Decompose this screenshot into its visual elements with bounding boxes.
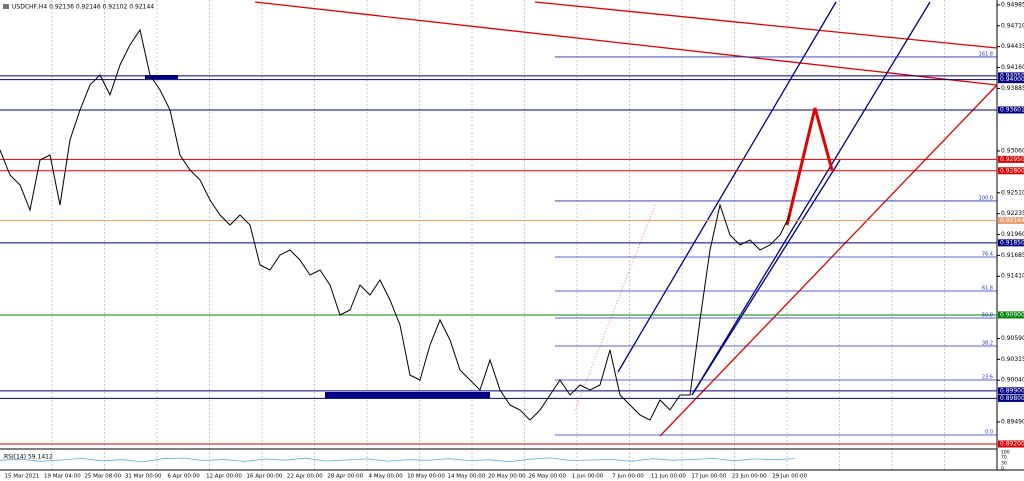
y-tick-label: 0.91410 <box>1001 273 1024 280</box>
channel-line <box>691 1 931 396</box>
x-tick-label: 28 Apr 00:00 <box>327 474 363 480</box>
y-tick-label: 0.90590 <box>1001 335 1024 342</box>
rsi-label: RSI(14) 59.1412 <box>4 454 53 461</box>
x-tick-label: 1 Jun 00:00 <box>572 474 604 480</box>
level-label: 0.92144 <box>1000 217 1024 224</box>
rsi-tick-label: 70 <box>1001 454 1007 460</box>
level-box <box>998 387 1024 395</box>
level-label: 0.90900 <box>1000 311 1024 318</box>
level-label: 0.89900 <box>1000 387 1024 394</box>
fib-label: 23.6 <box>982 374 993 380</box>
x-tick-label: 7 Jun 00:00 <box>612 474 644 480</box>
x-tick-label: 6 Apr 00:00 <box>167 474 200 480</box>
x-tick-label: 29 Jun 00:00 <box>772 474 807 480</box>
level-box <box>998 76 1024 84</box>
x-tick-label: 14 May 00:00 <box>448 474 486 480</box>
y-tick-label: 0.91960 <box>1001 231 1024 238</box>
rsi-tick-label: 100 <box>1001 450 1010 456</box>
x-tick-label: 10 May 00:00 <box>407 474 445 480</box>
x-tick-label: 31 Mar 00:00 <box>125 474 162 480</box>
level-box <box>998 311 1024 319</box>
chart-header: USDCHF,H4 0.92136 0.92146 0.92102 0.9214… <box>12 4 154 11</box>
level-box <box>998 167 1024 175</box>
fib-label: 100.0 <box>979 195 993 201</box>
y-tick-label: 0.90315 <box>1001 356 1024 363</box>
level-box <box>998 72 1024 80</box>
y-tick-label: 0.93885 <box>1001 85 1024 92</box>
level-label: 0.94050 <box>1000 72 1024 79</box>
level-box <box>998 394 1024 402</box>
fib-label: 161.8 <box>979 51 993 57</box>
y-tick-label: 0.94985 <box>1001 1 1024 8</box>
y-tick-label: 0.94160 <box>1001 64 1024 71</box>
x-tick-label: 4 May 00:00 <box>368 474 403 480</box>
y-tick-label: 0.90040 <box>1001 377 1024 384</box>
level-label: 0.92950 <box>1000 156 1024 163</box>
x-tick-label: 17 Jun 00:00 <box>691 474 726 480</box>
level-label: 0.92800 <box>1000 167 1024 174</box>
level-lines <box>0 56 997 445</box>
level-box <box>998 106 1024 114</box>
fib-label: 50.0 <box>982 312 993 318</box>
level-box <box>998 440 1024 448</box>
trend-line <box>254 1 998 86</box>
price-line <box>0 28 791 421</box>
fib-label: 38.2 <box>982 340 993 346</box>
fib-label: 0.0 <box>985 430 993 436</box>
fib-label: 61.8 <box>982 285 993 291</box>
fib-label: 76.4 <box>982 251 993 257</box>
x-tick-label: 23 Jun 00:00 <box>732 474 767 480</box>
y-tick-label: 0.89490 <box>1001 418 1024 425</box>
level-label: 0.89200 <box>1000 440 1024 447</box>
rsi-tick-label: 0 <box>1001 466 1004 472</box>
x-tick-label: 12 Apr 00:00 <box>206 474 242 480</box>
x-tick-label: 26 May 00:00 <box>528 474 566 480</box>
zone-bar <box>325 392 490 398</box>
zone-bar <box>145 75 178 79</box>
y-tick-label: 0.93060 <box>1001 148 1024 155</box>
trend-line <box>659 84 998 437</box>
x-tick-label: 15 Mar 2021 <box>5 474 40 480</box>
x-tick-label: 22 Apr 00:00 <box>287 474 323 480</box>
channel-line <box>691 159 841 396</box>
y-tick-label: 0.92235 <box>1001 210 1024 217</box>
y-tick-label: 0.91685 <box>1001 252 1024 259</box>
level-label: 0.94000 <box>1000 76 1024 83</box>
symbol-icon <box>3 4 9 9</box>
dotted-line <box>574 204 656 411</box>
trend-line <box>534 1 998 49</box>
level-label: 0.93601 <box>1000 106 1024 113</box>
level-box <box>998 239 1024 247</box>
rsi-line <box>0 457 796 463</box>
level-box <box>998 217 1024 225</box>
level-box <box>998 155 1024 163</box>
projection-arrow <box>785 107 834 226</box>
level-label: 0.89800 <box>1000 395 1024 402</box>
x-tick-label: 25 Mar 08:00 <box>84 474 121 480</box>
y-tick-label: 0.94435 <box>1001 43 1024 50</box>
x-tick-label: 19 Mar 04:00 <box>44 474 81 480</box>
y-tick-label: 0.94710 <box>1001 22 1024 29</box>
x-tick-label: 16 Apr 00:00 <box>246 474 282 480</box>
x-tick-label: 11 Jun 00:00 <box>651 474 686 480</box>
channel-line <box>617 1 837 373</box>
x-tick-label: 20 May 00:00 <box>488 474 526 480</box>
rsi-tick-label: 30 <box>1001 461 1007 467</box>
y-tick-label: 0.92510 <box>1001 189 1024 196</box>
level-label: 0.91850 <box>1000 239 1024 246</box>
